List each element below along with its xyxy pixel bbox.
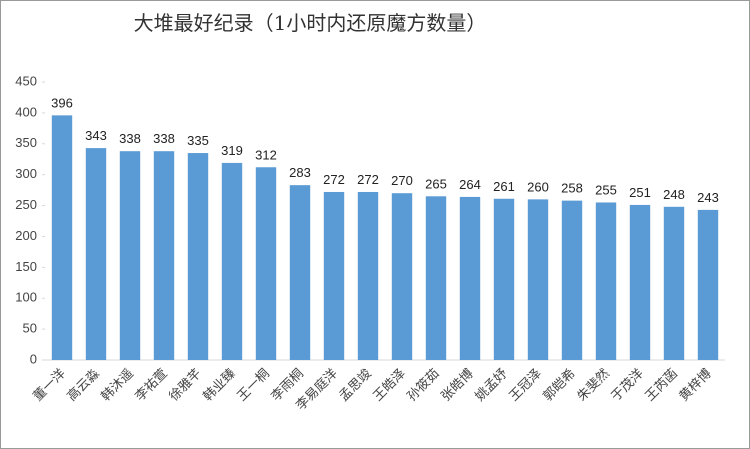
value-label: 396 — [51, 95, 73, 110]
value-label: 270 — [391, 173, 413, 188]
value-label: 319 — [221, 143, 243, 158]
y-tick-label: 150 — [15, 259, 37, 274]
value-label: 243 — [697, 190, 719, 205]
y-tick-label: 0 — [30, 351, 37, 366]
chart-title: 大堆最好纪录（1小时内还原魔方数量） — [134, 11, 487, 35]
bar — [697, 209, 719, 360]
value-label: 255 — [595, 182, 617, 197]
bar — [255, 167, 277, 360]
bar — [595, 202, 617, 360]
y-tick-label: 450 — [15, 73, 37, 88]
bar — [459, 196, 481, 360]
y-tick-label: 200 — [15, 228, 37, 243]
bar — [425, 196, 447, 360]
bar — [289, 185, 311, 360]
bar — [493, 198, 515, 360]
y-tick-label: 400 — [15, 104, 37, 119]
value-label: 283 — [289, 165, 311, 180]
value-label: 261 — [493, 179, 515, 194]
y-tick-label: 250 — [15, 197, 37, 212]
value-label: 272 — [323, 172, 345, 187]
bar — [357, 191, 379, 360]
bar — [153, 151, 175, 360]
y-tick-label: 50 — [23, 321, 37, 336]
bar — [85, 148, 107, 360]
bar — [391, 193, 413, 360]
value-label: 272 — [357, 172, 379, 187]
value-label: 343 — [85, 128, 107, 143]
y-tick-label: 100 — [15, 290, 37, 305]
bar — [51, 115, 73, 360]
bar — [187, 153, 209, 360]
bar — [527, 199, 549, 360]
value-label: 248 — [663, 187, 685, 202]
value-label: 258 — [561, 181, 583, 196]
value-label: 251 — [629, 185, 651, 200]
bar — [561, 200, 583, 360]
y-tick-label: 350 — [15, 135, 37, 150]
value-label: 338 — [153, 131, 175, 146]
value-label: 335 — [187, 133, 209, 148]
value-label: 264 — [459, 177, 481, 192]
bar — [119, 151, 141, 360]
bar — [221, 162, 243, 360]
bar — [629, 204, 651, 360]
y-tick-label: 300 — [15, 166, 37, 181]
bar — [663, 206, 685, 360]
value-label: 312 — [255, 147, 277, 162]
bar — [323, 191, 345, 360]
value-label: 260 — [527, 179, 549, 194]
value-label: 338 — [119, 131, 141, 146]
value-label: 265 — [425, 176, 447, 191]
